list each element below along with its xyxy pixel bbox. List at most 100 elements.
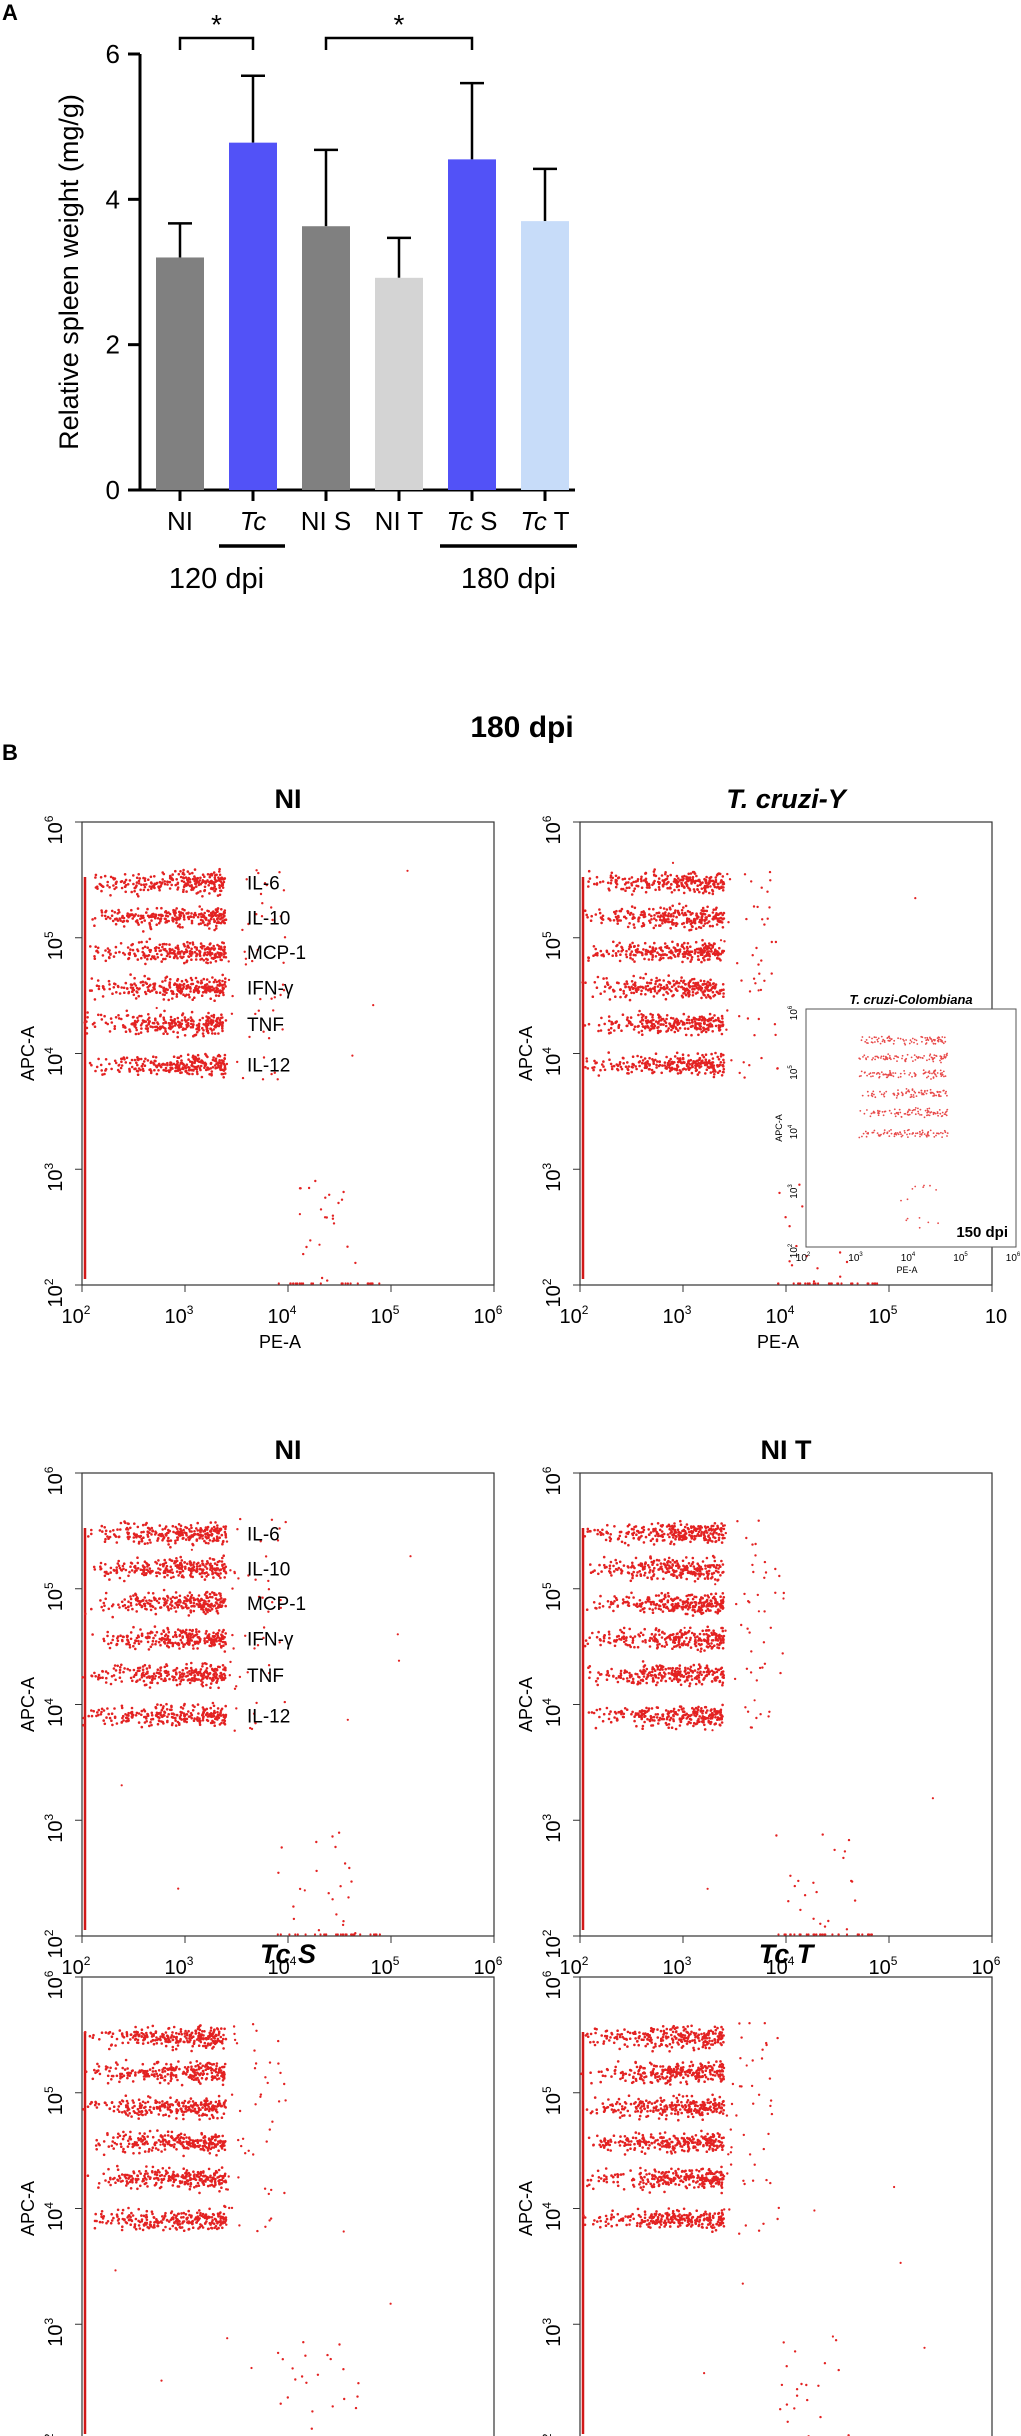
event-point (144, 1607, 147, 1611)
event-point (123, 953, 127, 956)
event-point (183, 1643, 187, 1646)
event-point (622, 989, 625, 993)
event-point (207, 1011, 210, 1015)
event-point (230, 1012, 234, 1015)
event-point (106, 1535, 109, 1538)
event-point (190, 887, 194, 890)
event-point (705, 951, 709, 954)
event-point (176, 1566, 179, 1569)
event-point (155, 1025, 159, 1029)
event-point (193, 986, 197, 990)
event-point (619, 988, 622, 991)
event-point (180, 956, 183, 959)
event-point (910, 1056, 913, 1059)
event-point (159, 1014, 162, 1018)
event-point (96, 979, 100, 982)
event-point (212, 1537, 216, 1540)
event-point (119, 1066, 123, 1070)
event-point (209, 1062, 213, 1065)
event-point (936, 1090, 939, 1093)
event-point (941, 1132, 944, 1135)
event-point (743, 873, 747, 876)
event-point (703, 1020, 706, 1024)
event-point (603, 1068, 607, 1072)
event-point (623, 915, 626, 919)
event-point (163, 882, 167, 886)
event-point (255, 913, 258, 916)
event-point (167, 1536, 170, 1540)
event-point (147, 1591, 150, 1595)
event-point (201, 1032, 205, 1035)
event-point (282, 989, 286, 992)
event-point (133, 914, 136, 918)
event-point (149, 927, 153, 931)
event-point (153, 875, 156, 878)
event-point (135, 881, 139, 884)
event-point (633, 1025, 637, 1028)
event-point (175, 1531, 179, 1534)
event-point (712, 1064, 716, 1067)
event-point (133, 1570, 137, 1573)
x-tick-label-0-4: 106 (474, 1303, 503, 1328)
event-point (648, 1056, 651, 1060)
event-point (900, 1135, 903, 1138)
event-point (693, 987, 696, 991)
event-point (340, 1198, 344, 1201)
event-point (84, 1612, 87, 1616)
event-point (719, 1061, 723, 1064)
event-point (283, 936, 287, 939)
event-point (224, 1019, 228, 1022)
event-point (97, 985, 101, 988)
event-point (155, 1006, 158, 1010)
event-point (867, 1094, 870, 1097)
event-point (184, 948, 188, 951)
event-point (99, 876, 103, 879)
event-point (651, 947, 654, 950)
event-point (691, 870, 695, 874)
event-point (129, 986, 133, 989)
event-point (636, 878, 640, 881)
event-point (643, 1057, 647, 1060)
event-point (657, 885, 661, 889)
event-point (188, 995, 191, 999)
event-point (908, 1133, 911, 1135)
event-point (133, 1058, 137, 1062)
event-point (207, 913, 211, 917)
event-point (127, 990, 131, 994)
event-point (87, 1535, 90, 1538)
event-point (259, 892, 263, 896)
event-point (149, 1569, 153, 1573)
event-point (929, 1184, 931, 1187)
event-point (203, 885, 207, 889)
event-point (134, 1021, 137, 1024)
event-point (587, 959, 590, 962)
event-point (192, 990, 196, 994)
event-point (874, 1041, 876, 1043)
event-point (189, 1026, 193, 1029)
event-point (200, 908, 204, 911)
event-point (866, 1090, 869, 1093)
event-point (632, 913, 635, 916)
event-point (640, 1069, 644, 1072)
event-point (116, 1528, 119, 1531)
event-point (132, 1015, 135, 1019)
event-point (166, 1596, 170, 1599)
event-point (590, 914, 593, 918)
event-point (142, 876, 145, 880)
event-point (665, 946, 669, 949)
event-point (677, 877, 680, 880)
event-point (798, 1183, 801, 1186)
event-point (936, 1072, 939, 1074)
event-point (169, 1565, 173, 1569)
event-point (236, 1528, 239, 1531)
event-point (711, 1030, 714, 1033)
event-point (720, 1014, 724, 1018)
event-point (625, 994, 628, 997)
event-point (126, 919, 129, 923)
event-point (892, 1072, 894, 1074)
event-point (628, 988, 632, 992)
event-point (905, 1039, 907, 1041)
event-point (120, 1064, 124, 1067)
event-point (943, 1036, 946, 1039)
event-point (137, 941, 141, 944)
